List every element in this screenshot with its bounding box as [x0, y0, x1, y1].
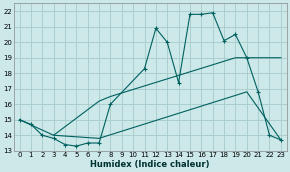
X-axis label: Humidex (Indice chaleur): Humidex (Indice chaleur): [90, 159, 210, 169]
